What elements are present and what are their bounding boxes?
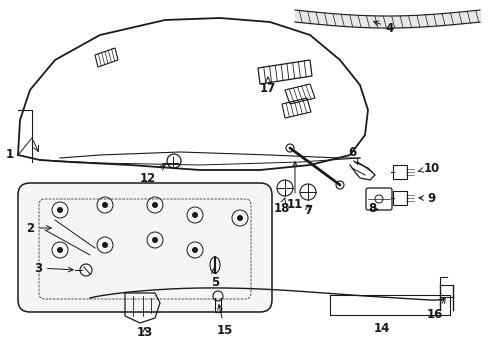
Text: 14: 14: [373, 321, 389, 334]
Text: 1: 1: [6, 148, 14, 162]
Text: 9: 9: [418, 192, 435, 204]
Circle shape: [237, 215, 243, 221]
Text: 6: 6: [347, 145, 357, 164]
Circle shape: [152, 202, 158, 208]
Circle shape: [57, 207, 63, 213]
Circle shape: [152, 237, 158, 243]
FancyBboxPatch shape: [18, 183, 271, 312]
Circle shape: [192, 212, 198, 218]
Circle shape: [102, 242, 108, 248]
Text: 3: 3: [34, 261, 73, 274]
Circle shape: [57, 247, 63, 253]
Circle shape: [192, 247, 198, 253]
Text: 10: 10: [417, 162, 439, 175]
Text: 11: 11: [286, 162, 303, 211]
Text: 17: 17: [259, 77, 276, 94]
Text: 2: 2: [26, 221, 51, 234]
Text: 16: 16: [426, 298, 444, 321]
Text: 7: 7: [304, 203, 311, 216]
Text: 13: 13: [137, 325, 153, 338]
Text: 8: 8: [367, 202, 378, 215]
Circle shape: [102, 202, 108, 208]
Text: 5: 5: [210, 269, 219, 288]
Text: 12: 12: [140, 165, 164, 184]
Text: 15: 15: [216, 305, 233, 337]
Text: 18: 18: [273, 198, 289, 215]
Text: 4: 4: [373, 21, 393, 35]
